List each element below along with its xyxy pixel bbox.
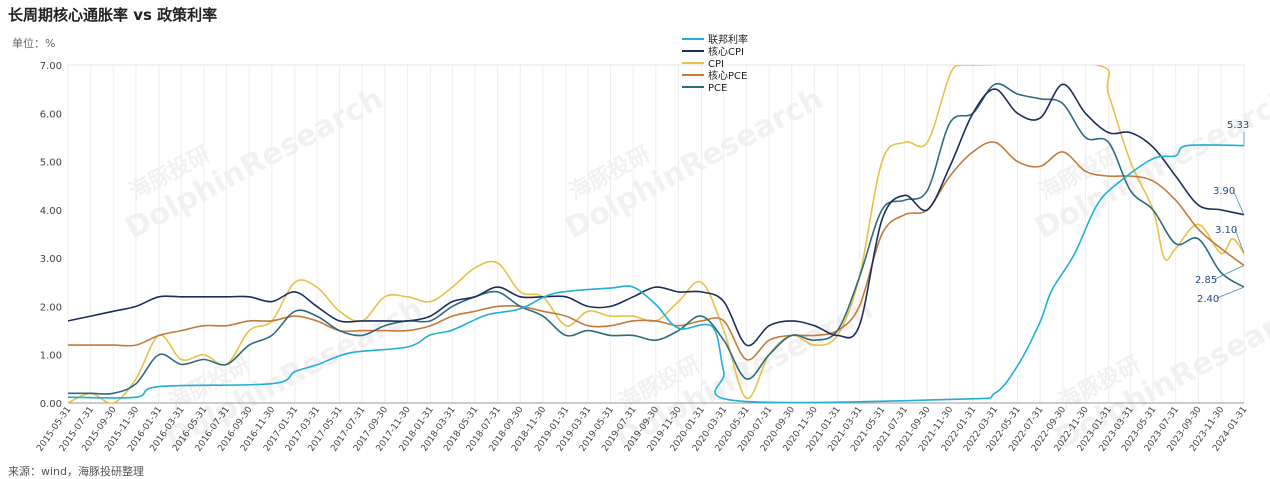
legend-entry: 联邦利率 [708,33,748,46]
source-note: 来源：wind，海豚投研整理 [8,465,145,478]
y-tick-label: 6.00 [40,109,62,120]
end-label: 3.10 [1215,225,1237,236]
legend-entry: PCE [708,83,727,94]
y-tick-label: 7.00 [40,61,62,72]
chart-title: 长周期核心通胀率 vs 政策利率 [8,6,218,24]
y-tick-label: 1.00 [40,351,62,362]
end-labels: 5.33 3.90 3.10 2.85 2.40 [1195,120,1249,305]
series-line-2 [68,83,1244,347]
series-line-1 [68,144,1244,403]
y-tick-label: 4.00 [40,206,62,217]
y-tick-label: 2.00 [40,302,62,313]
end-label: 3.90 [1213,186,1235,197]
legend-entry: CPI [708,59,724,70]
y-tick-label: 0.00 [40,399,62,410]
end-label-leader [1216,286,1245,299]
unit-label: 单位：% [12,37,56,50]
legend-entry: 核心CPI [708,45,744,58]
end-label: 5.33 [1227,120,1249,131]
series-lines [68,65,1244,403]
series-line-5 [68,82,1244,395]
y-tick-label: 5.00 [40,158,62,169]
end-label: 2.40 [1197,294,1219,305]
end-label-leader [1234,228,1245,254]
end-label-leader [1214,265,1245,280]
grid-lines [67,64,1245,404]
y-tick-label: 3.00 [40,254,62,265]
legend-entry: 核心PCE [708,69,747,82]
series-line-4 [68,141,1244,361]
end-label: 2.85 [1195,275,1217,286]
end-label-leader [1232,189,1245,215]
